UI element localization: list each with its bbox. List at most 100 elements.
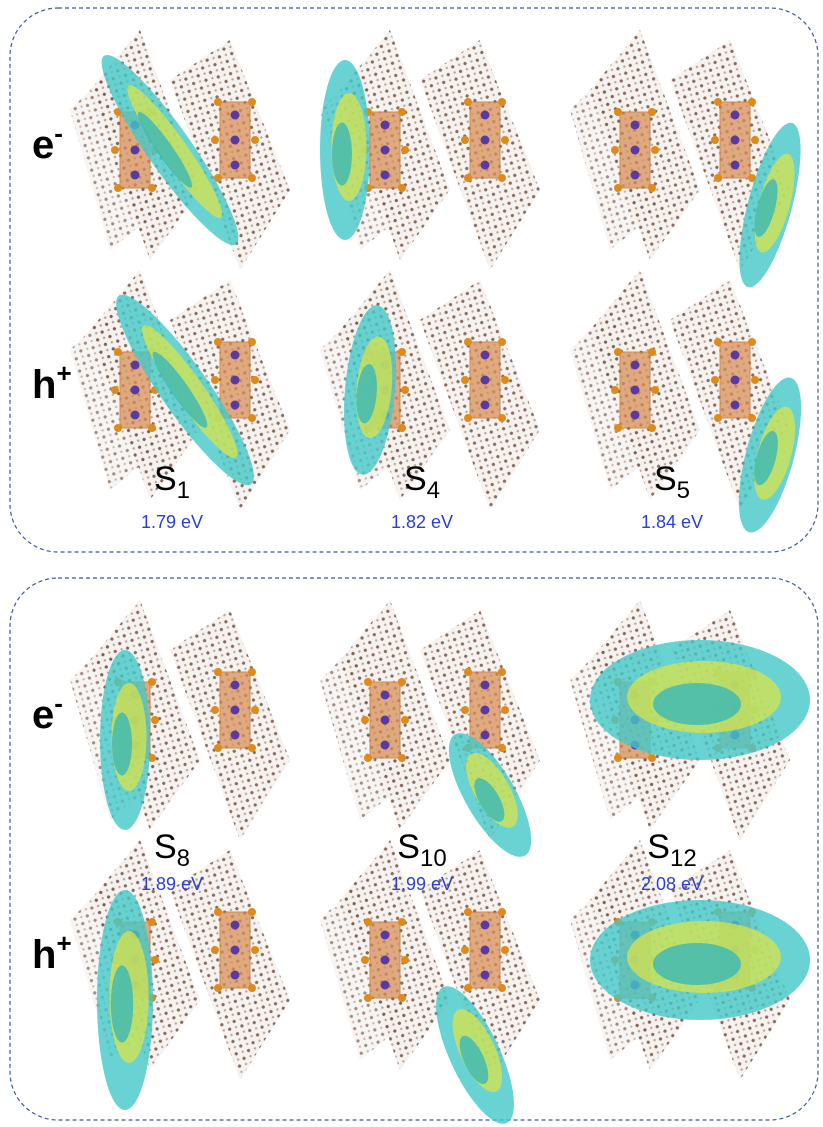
isosurface bbox=[653, 943, 741, 985]
metal-atom bbox=[380, 170, 390, 180]
state-base: S bbox=[647, 828, 670, 866]
isosurface bbox=[112, 712, 132, 776]
halide-atom bbox=[648, 184, 656, 192]
halide-atom bbox=[361, 716, 369, 724]
halide-atom bbox=[251, 376, 259, 384]
metal-atom bbox=[380, 980, 390, 990]
halide-atom bbox=[148, 754, 156, 762]
halide-atom bbox=[248, 338, 256, 346]
halide-atom bbox=[398, 754, 406, 762]
halide-atom bbox=[748, 338, 756, 346]
metal-atom bbox=[730, 400, 740, 410]
metal-atom bbox=[230, 400, 240, 410]
halide-atom bbox=[398, 424, 406, 432]
halide-atom bbox=[614, 108, 622, 116]
state-sub: 12 bbox=[670, 845, 697, 872]
halide-atom bbox=[614, 754, 622, 762]
metal-atom bbox=[130, 360, 140, 370]
metal-atom bbox=[230, 945, 240, 955]
row-label: e- bbox=[32, 688, 63, 737]
halide-atom bbox=[648, 108, 656, 116]
halide-atom bbox=[711, 376, 719, 384]
metal-atom bbox=[730, 135, 740, 145]
halide-atom bbox=[498, 338, 506, 346]
metal-atom bbox=[480, 350, 490, 360]
halide-atom bbox=[151, 716, 159, 724]
state-base: S bbox=[397, 828, 420, 866]
molecule bbox=[320, 600, 540, 857]
isosurface bbox=[152, 351, 208, 428]
row-label-sup: + bbox=[56, 358, 71, 388]
halide-atom bbox=[748, 174, 756, 182]
halide-atom bbox=[214, 984, 222, 992]
halide-atom bbox=[501, 706, 509, 714]
halide-atom bbox=[611, 386, 619, 394]
halide-atom bbox=[214, 668, 222, 676]
halide-atom bbox=[214, 98, 222, 106]
row-label-sup: - bbox=[54, 118, 63, 148]
halide-atom bbox=[711, 136, 719, 144]
halide-atom bbox=[751, 136, 759, 144]
halide-atom bbox=[401, 386, 409, 394]
metal-atom bbox=[630, 120, 640, 130]
halide-atom bbox=[398, 348, 406, 356]
framework bbox=[320, 640, 410, 820]
halide-atom bbox=[498, 98, 506, 106]
state-sub: 5 bbox=[677, 477, 690, 504]
halide-atom bbox=[248, 744, 256, 752]
molecule bbox=[70, 600, 290, 840]
metal-atom bbox=[630, 410, 640, 420]
halide-atom bbox=[248, 98, 256, 106]
halide-atom bbox=[748, 414, 756, 422]
isosurface bbox=[356, 364, 377, 424]
metal-atom bbox=[730, 110, 740, 120]
halide-atom bbox=[398, 678, 406, 686]
row-label-base: h bbox=[32, 363, 56, 407]
halide-atom bbox=[501, 946, 509, 954]
state-label: S10 bbox=[397, 828, 446, 872]
state-label: S1 bbox=[154, 460, 190, 504]
halide-atom bbox=[461, 706, 469, 714]
halide-atom bbox=[751, 376, 759, 384]
state-sub: 10 bbox=[420, 845, 447, 872]
state-energy: 1.89 eV bbox=[141, 874, 203, 894]
halide-atom bbox=[148, 184, 156, 192]
halide-atom bbox=[148, 424, 156, 432]
halide-atom bbox=[464, 174, 472, 182]
metal-atom bbox=[230, 730, 240, 740]
halide-atom bbox=[364, 678, 372, 686]
halide-atom bbox=[114, 184, 122, 192]
molecule bbox=[570, 840, 810, 1080]
row-label: h+ bbox=[32, 358, 72, 407]
panel-border bbox=[9, 7, 819, 553]
metal-atom bbox=[380, 715, 390, 725]
halide-atom bbox=[714, 98, 722, 106]
metal-atom bbox=[380, 120, 390, 130]
halide-atom bbox=[714, 414, 722, 422]
metal-atom bbox=[230, 920, 240, 930]
metal-atom bbox=[480, 160, 490, 170]
halide-atom bbox=[148, 918, 156, 926]
molecule bbox=[570, 30, 801, 288]
row-label-sup: + bbox=[56, 928, 71, 958]
isosurface bbox=[332, 122, 352, 186]
halide-atom bbox=[461, 376, 469, 384]
halide-atom bbox=[648, 754, 656, 762]
metal-atom bbox=[730, 350, 740, 360]
halide-atom bbox=[714, 174, 722, 182]
halide-atom bbox=[364, 918, 372, 926]
state-sub: 8 bbox=[177, 845, 190, 872]
isosurface bbox=[754, 430, 778, 486]
metal-atom bbox=[630, 360, 640, 370]
state-energy: 1.82 eV bbox=[391, 512, 453, 532]
halide-atom bbox=[214, 908, 222, 916]
halide-atom bbox=[461, 946, 469, 954]
halide-atom bbox=[498, 908, 506, 916]
halide-atom bbox=[464, 668, 472, 676]
halide-atom bbox=[401, 716, 409, 724]
metal-atom bbox=[380, 955, 390, 965]
halide-atom bbox=[214, 338, 222, 346]
metal-atom bbox=[630, 170, 640, 180]
